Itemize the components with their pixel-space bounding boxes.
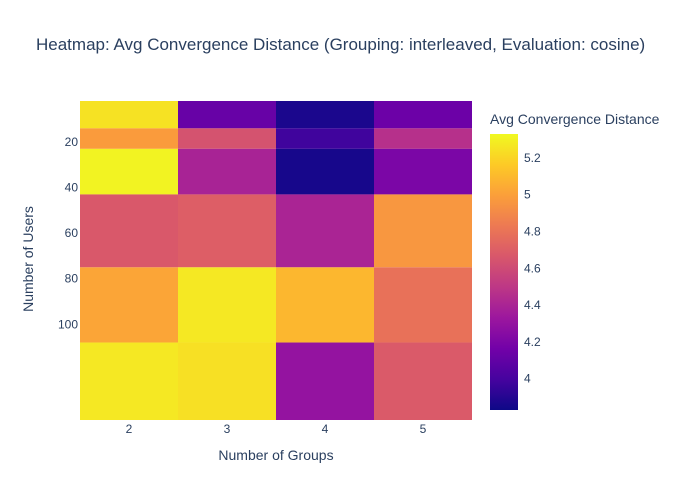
colorbar-tick-label: 5 (524, 188, 531, 202)
heatmap-cell (178, 101, 276, 129)
colorbar-title: Avg Convergence Distance (490, 111, 660, 127)
colorbar-ticks: 4 4.2 4.4 4.6 4.8 5 5.2 (524, 151, 541, 386)
heatmap-cell (374, 128, 472, 149)
heatmap-cell (80, 267, 178, 343)
heatmap-cell (80, 342, 178, 420)
chart-title: Heatmap: Avg Convergence Distance (Group… (36, 35, 645, 54)
heatmap-cell (178, 342, 276, 420)
colorbar-tick-label: 5.2 (524, 151, 541, 165)
x-tick-label: 2 (126, 422, 133, 436)
heatmap-cell (276, 194, 374, 268)
x-axis-ticks: 2 3 4 5 (126, 422, 427, 436)
y-tick-label: 100 (58, 317, 78, 331)
colorbar-tick-label: 4 (524, 372, 531, 386)
colorbar-tick-label: 4.2 (524, 335, 541, 349)
heatmap-cell (178, 194, 276, 268)
colorbar-tick-label: 4.8 (524, 225, 541, 239)
heatmap-cell (178, 148, 276, 195)
heatmap-cell (178, 128, 276, 149)
heatmap-cell (80, 101, 178, 129)
heatmap-cell (276, 342, 374, 420)
colorbar-tick-label: 4.4 (524, 298, 541, 312)
x-tick-label: 4 (322, 422, 329, 436)
heatmap-cell (80, 194, 178, 268)
heatmap-cells (80, 101, 472, 420)
heatmap-cell (276, 101, 374, 129)
y-tick-label: 80 (65, 272, 79, 286)
heatmap-cell (374, 148, 472, 195)
colorbar-tick-label: 4.6 (524, 261, 541, 275)
x-tick-label: 3 (224, 422, 231, 436)
colorbar (490, 134, 518, 410)
heatmap-cell (374, 267, 472, 343)
y-tick-label: 20 (65, 135, 79, 149)
y-tick-label: 60 (65, 226, 79, 240)
heatmap-cell (276, 267, 374, 343)
heatmap-cell (374, 342, 472, 420)
x-tick-label: 5 (420, 422, 427, 436)
heatmap-cell (276, 128, 374, 149)
y-tick-label: 40 (65, 181, 79, 195)
heatmap-cell (374, 101, 472, 129)
y-axis-title: Number of Users (20, 206, 36, 312)
heatmap-cell (80, 148, 178, 195)
heatmap-cell (80, 128, 178, 149)
x-axis-title: Number of Groups (218, 447, 333, 463)
y-axis-ticks: 20 40 60 80 100 (58, 135, 78, 331)
heatmap-cell (276, 148, 374, 195)
heatmap-cell (374, 194, 472, 268)
heatmap-cell (178, 267, 276, 343)
